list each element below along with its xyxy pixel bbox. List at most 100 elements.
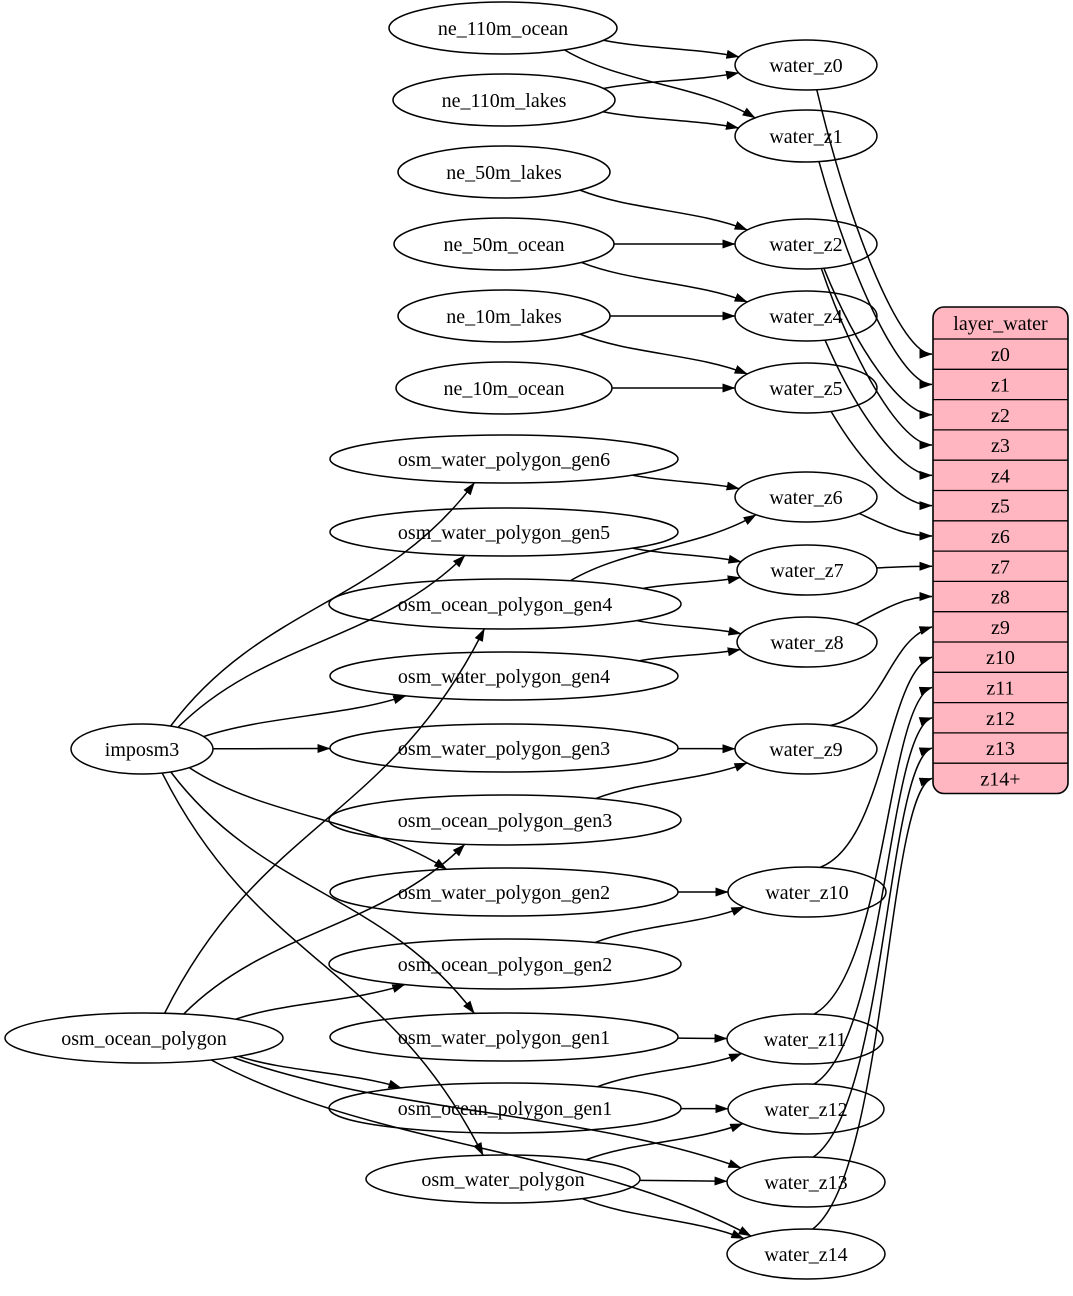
- node-water_z13: water_z13: [726, 1156, 886, 1208]
- edge-ne_50m_ocean-to-water_z4: [581, 261, 748, 303]
- layer-water-table: layer_water z0 z1 z2 z3 z4 z5 z6 z7 z8 z9 z10 z11 z12…: [932, 306, 1069, 795]
- node-label: osm_ocean_polygon: [61, 1028, 227, 1050]
- node-label: osm_water_polygon_gen3: [398, 738, 610, 760]
- zoom-row-z5: z5: [991, 496, 1010, 518]
- edge-ne_110m_ocean-to-water_z0: [603, 39, 740, 59]
- edge-water_z2-to-layer_water-z3: [820, 268, 933, 450]
- zoom-row-z13: z13: [986, 738, 1015, 760]
- node-ne_50m_lakes: ne_50m_lakes: [397, 145, 611, 199]
- node-label: osm_water_polygon_gen1: [398, 1027, 610, 1049]
- edge-water_z2-to-layer_water-z2: [823, 267, 933, 420]
- node-ellipse: [328, 794, 682, 846]
- edge-osm_ocean_polygon-to-water_z13: [232, 1056, 742, 1169]
- edge-osm_water_polygon_gen4-to-water_z8: [638, 647, 741, 662]
- edge-water_z5-to-layer_water-z5: [830, 411, 933, 511]
- edge-ne_110m_ocean-to-water_z1: [564, 49, 756, 119]
- node-label: water_z12: [764, 1099, 847, 1121]
- edge-osm_ocean_polygon_gen4-to-water_z6: [569, 514, 757, 582]
- zoom-row-z8: z8: [991, 587, 1010, 609]
- node-label: imposm3: [105, 739, 179, 761]
- node-ellipse: [329, 434, 679, 484]
- edge-ne_110m_lakes-to-water_z1: [602, 111, 739, 130]
- node-label: water_z2: [769, 234, 842, 256]
- node-label: water_z6: [769, 487, 842, 509]
- node-ne_50m_ocean: ne_50m_ocean: [393, 217, 615, 271]
- node-ellipse: [734, 109, 878, 163]
- edge-water_z1-to-layer_water-z1: [818, 161, 933, 389]
- edge-osm_ocean_polygon-to-water_z14: [210, 1059, 752, 1237]
- node-label: water_z1: [769, 126, 842, 148]
- node-water_z5: water_z5: [734, 362, 878, 414]
- node-label: ne_50m_lakes: [446, 162, 562, 184]
- node-water_z7: water_z7: [736, 544, 878, 596]
- node-label: ne_50m_ocean: [443, 234, 564, 256]
- node-ne_10m_ocean: ne_10m_ocean: [395, 361, 613, 415]
- node-water_z1: water_z1: [734, 109, 878, 163]
- zoom-row-z7: z7: [991, 556, 1010, 578]
- node-label: water_z9: [769, 739, 842, 761]
- node-water_z2: water_z2: [734, 218, 878, 270]
- node-osm_ocean_polygon_gen4: osm_ocean_polygon_gen4: [328, 578, 682, 630]
- node-ellipse: [328, 578, 682, 630]
- node-label: water_z11: [764, 1029, 847, 1051]
- edge-imposm3-to-osm_water_polygon_gen1: [170, 771, 475, 1014]
- node-label: water_z14: [764, 1244, 847, 1266]
- zoom-row-z4: z4: [991, 465, 1010, 487]
- node-osm_water_polygon_gen2: osm_water_polygon_gen2: [329, 867, 679, 917]
- node-ellipse: [734, 39, 878, 91]
- node-ellipse: [388, 1, 618, 55]
- node-osm_water_polygon_gen1: osm_water_polygon_gen1: [329, 1012, 679, 1062]
- edge-imposm3-to-osm_water_polygon_gen5: [177, 554, 466, 728]
- edge-osm_ocean_polygon-to-osm_ocean_polygon_gen4: [163, 628, 486, 1014]
- node-label: osm_water_polygon_gen2: [398, 882, 610, 904]
- node-ellipse: [726, 1228, 886, 1280]
- node-water_z10: water_z10: [727, 866, 887, 918]
- node-osm_water_polygon_gen4: osm_water_polygon_gen4: [329, 651, 679, 701]
- edge-water_z12-to-layer_water-z12: [813, 717, 933, 1085]
- zoom-row-z0: z0: [991, 344, 1010, 366]
- edge-water_z8-to-layer_water-z8: [855, 592, 933, 625]
- node-water_z11: water_z11: [726, 1013, 884, 1065]
- node-label: osm_ocean_polygon_gen1: [398, 1098, 612, 1120]
- zoom-row-z10: z10: [986, 647, 1015, 669]
- node-osm_water_polygon_gen3: osm_water_polygon_gen3: [329, 723, 679, 773]
- node-osm_ocean_polygon_gen2: osm_ocean_polygon_gen2: [328, 938, 682, 990]
- node-ellipse: [328, 938, 682, 990]
- edge-water_z13-to-layer_water-z13: [812, 747, 933, 1158]
- zoom-row-z3: z3: [991, 435, 1010, 457]
- edge-imposm3-to-osm_water_polygon_gen4: [203, 695, 407, 738]
- node-label: water_z10: [765, 882, 848, 904]
- edge-osm_water_polygon_gen5-to-water_z7: [632, 547, 742, 564]
- node-osm_water_polygon: osm_water_polygon: [365, 1154, 641, 1204]
- edge-water_z7-to-layer_water-z7: [876, 561, 933, 571]
- edge-osm_ocean_polygon_gen1-to-water_z11: [597, 1052, 743, 1088]
- node-label: ne_10m_lakes: [446, 306, 562, 328]
- edge-imposm3-to-osm_water_polygon_gen6: [169, 482, 476, 727]
- zoom-row-z11: z11: [986, 677, 1014, 699]
- node-label: osm_ocean_polygon_gen2: [398, 954, 612, 976]
- node-ellipse: [365, 1154, 641, 1204]
- node-ne_110m_lakes: ne_110m_lakes: [392, 73, 616, 127]
- edge-water_z6-to-layer_water-z6: [859, 512, 933, 541]
- edge-osm_water_polygon-to-water_z13: [639, 1176, 728, 1186]
- node-label: osm_water_polygon_gen4: [398, 666, 610, 688]
- edge-osm_water_polygon_gen6-to-water_z6: [632, 474, 740, 491]
- node-water_z8: water_z8: [736, 616, 878, 668]
- node-osm_ocean_polygon_gen3: osm_ocean_polygon_gen3: [328, 794, 682, 846]
- node-water_z6: water_z6: [734, 471, 878, 523]
- node-label: water_z13: [764, 1172, 847, 1194]
- node-water_z12: water_z12: [727, 1083, 885, 1135]
- node-ellipse: [392, 73, 616, 127]
- node-osm_ocean_polygon_gen1: osm_ocean_polygon_gen1: [328, 1082, 682, 1134]
- edge-imposm3-to-osm_water_polygon_gen2: [188, 767, 448, 870]
- node-ellipse: [329, 1012, 679, 1062]
- node-osm_water_polygon_gen5: osm_water_polygon_gen5: [329, 507, 679, 557]
- edge-osm_ocean_polygon-to-osm_ocean_polygon_gen1: [238, 1055, 402, 1089]
- node-label: water_z4: [769, 306, 842, 328]
- edge-osm_ocean_polygon_gen3-to-water_z9: [595, 762, 748, 800]
- edge-water_z4-to-layer_water-z4: [824, 339, 933, 480]
- edge-water_z10-to-layer_water-z10: [819, 656, 933, 869]
- node-osm_ocean_polygon: osm_ocean_polygon: [4, 1012, 284, 1064]
